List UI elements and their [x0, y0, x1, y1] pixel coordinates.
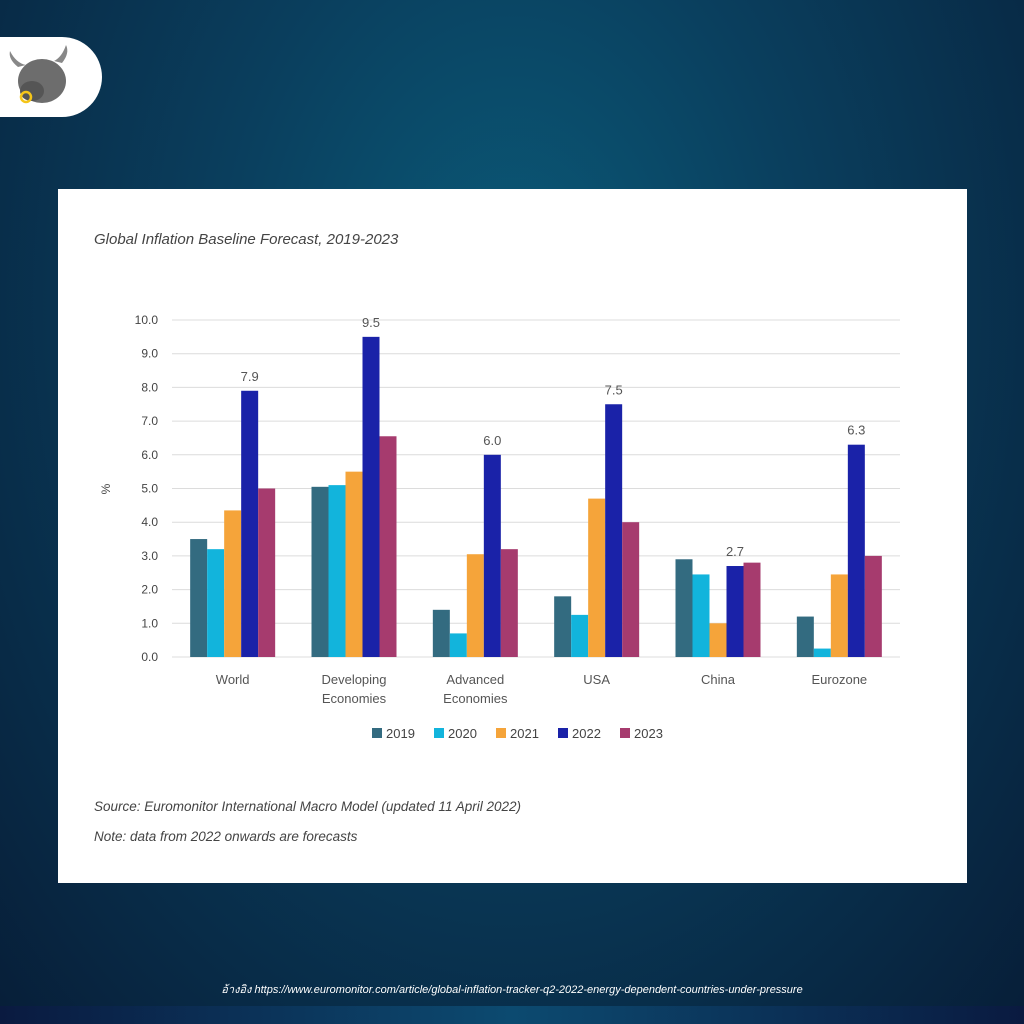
data-label: 7.5: [605, 382, 623, 397]
bar-2019: [796, 616, 814, 657]
x-tick-label: World: [216, 672, 250, 687]
legend-swatch-2022: [558, 728, 568, 738]
data-label: 6.3: [847, 423, 865, 438]
bar-2020: [813, 648, 831, 657]
x-tick-label: Advanced: [446, 672, 504, 687]
logo: [0, 37, 102, 117]
chart-card: Global Inflation Baseline Forecast, 2019…: [58, 189, 967, 883]
legend-swatch-2021: [496, 728, 506, 738]
x-tick-label: Economies: [443, 691, 508, 706]
bar-chart: 0.0 1.0 2.0 3.0 4.0 5.0 6.0 7.0 8.0 9.0 10.0% 7.9 Wo…: [99, 313, 900, 741]
reference-link[interactable]: อ้างอิง https://www.euromonitor.com/arti…: [221, 984, 803, 996]
x-tick-label: China: [701, 672, 736, 687]
bar-2021: [830, 574, 848, 657]
legend-label: 2023: [634, 726, 663, 741]
bottom-bar: [0, 1006, 1024, 1024]
bar-2023: [622, 522, 640, 657]
source-note: Source: Euromonitor International Macro …: [94, 799, 521, 814]
x-tick-label: Eurozone: [812, 672, 868, 687]
legend-swatch-2019: [372, 728, 382, 738]
bar-2021: [224, 510, 242, 657]
x-tick-label: Economies: [322, 691, 387, 706]
legend-label: 2020: [448, 726, 477, 741]
bar-2020: [328, 485, 346, 657]
bar-2023: [864, 555, 882, 657]
y-tick-label: 6.0: [141, 448, 158, 462]
forecast-note: Note: data from 2022 onwards are forecas…: [94, 829, 358, 844]
bar-2019: [554, 596, 572, 657]
bar-2020: [207, 549, 225, 657]
y-tick-label: 0.0: [141, 650, 158, 664]
bar-2022: [605, 404, 623, 657]
y-tick-label: 3.0: [141, 549, 158, 563]
bar-2021: [466, 554, 484, 657]
y-tick-label: 9.0: [141, 347, 158, 361]
y-tick-label: 5.0: [141, 482, 158, 496]
y-tick-label: 7.0: [141, 414, 158, 428]
bar-2020: [692, 574, 710, 657]
bar-2019: [432, 609, 450, 657]
y-axis-label: %: [99, 483, 113, 494]
y-tick-label: 8.0: [141, 380, 158, 394]
x-tick-label: Developing: [321, 672, 386, 687]
y-tick-label: 4.0: [141, 515, 158, 529]
legend-swatch-2020: [434, 728, 444, 738]
bar-2021: [588, 498, 606, 657]
bull-icon: [9, 45, 68, 104]
y-tick-label: 1.0: [141, 616, 158, 630]
bar-2020: [571, 614, 589, 657]
data-label: 6.0: [483, 433, 501, 448]
x-tick-label: USA: [583, 672, 610, 687]
bar-2019: [675, 559, 693, 657]
bar-2023: [258, 488, 276, 657]
bar-2023: [379, 436, 397, 657]
data-label: 2.7: [726, 544, 744, 559]
data-label: 9.5: [362, 315, 380, 330]
y-tick-label: 10.0: [135, 313, 159, 327]
legend-label: 2022: [572, 726, 601, 741]
bar-2021: [345, 471, 363, 657]
bar-2023: [500, 549, 518, 657]
bar-2022: [483, 454, 501, 657]
y-tick-label: 2.0: [141, 583, 158, 597]
legend-swatch-2023: [620, 728, 630, 738]
bar-2019: [311, 486, 329, 657]
bar-2020: [449, 633, 467, 657]
bar-2021: [709, 623, 727, 657]
data-label: 7.9: [241, 369, 259, 384]
bar-2022: [847, 444, 865, 657]
bar-2022: [726, 566, 744, 657]
bar-2022: [241, 390, 259, 657]
chart-title: Global Inflation Baseline Forecast, 2019…: [94, 231, 399, 248]
bar-2019: [190, 539, 208, 657]
bar-2022: [362, 336, 380, 657]
bar-2023: [743, 562, 761, 657]
legend-label: 2019: [386, 726, 415, 741]
legend-label: 2021: [510, 726, 539, 741]
